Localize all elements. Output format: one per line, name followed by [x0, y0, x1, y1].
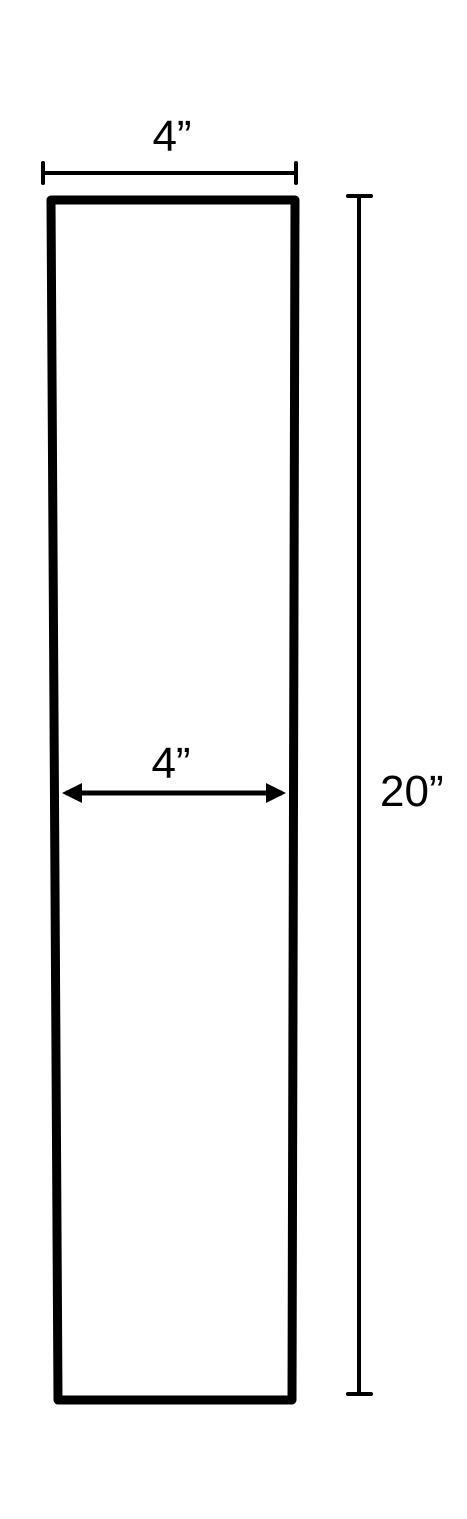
board-outline [46, 195, 300, 1405]
height-label: 20” [380, 767, 444, 816]
height-dimension: 20” [346, 194, 444, 1396]
top-width-dimension: 4” [41, 112, 298, 185]
inner-width-dimension: 4” [62, 739, 286, 803]
inner-width-label: 4” [151, 739, 190, 788]
top-width-label: 4” [152, 112, 191, 161]
